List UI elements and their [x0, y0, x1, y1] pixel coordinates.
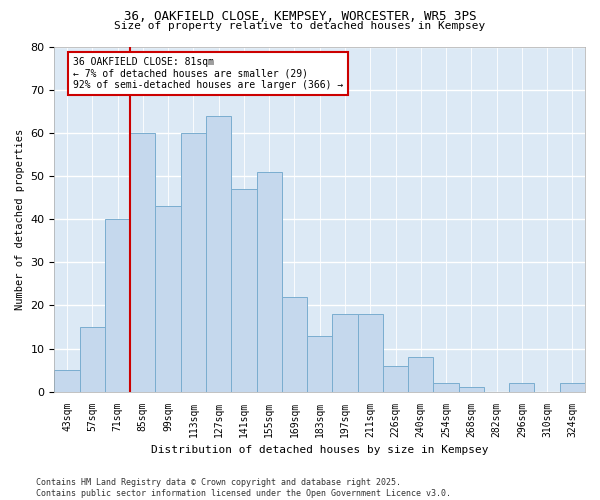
Text: 36 OAKFIELD CLOSE: 81sqm
← 7% of detached houses are smaller (29)
92% of semi-de: 36 OAKFIELD CLOSE: 81sqm ← 7% of detache…: [73, 58, 344, 90]
Bar: [408, 357, 433, 392]
Bar: [155, 206, 181, 392]
Bar: [560, 383, 585, 392]
Bar: [55, 370, 80, 392]
Bar: [332, 314, 358, 392]
Bar: [181, 133, 206, 392]
Bar: [383, 366, 408, 392]
Bar: [257, 172, 282, 392]
Bar: [458, 388, 484, 392]
Bar: [130, 133, 155, 392]
Bar: [105, 219, 130, 392]
X-axis label: Distribution of detached houses by size in Kempsey: Distribution of detached houses by size …: [151, 445, 488, 455]
Text: Contains HM Land Registry data © Crown copyright and database right 2025.
Contai: Contains HM Land Registry data © Crown c…: [36, 478, 451, 498]
Bar: [282, 297, 307, 392]
Bar: [433, 383, 458, 392]
Text: Size of property relative to detached houses in Kempsey: Size of property relative to detached ho…: [115, 21, 485, 31]
Bar: [509, 383, 535, 392]
Bar: [80, 327, 105, 392]
Y-axis label: Number of detached properties: Number of detached properties: [15, 128, 25, 310]
Bar: [231, 189, 257, 392]
Bar: [206, 116, 231, 392]
Text: 36, OAKFIELD CLOSE, KEMPSEY, WORCESTER, WR5 3PS: 36, OAKFIELD CLOSE, KEMPSEY, WORCESTER, …: [124, 10, 476, 23]
Bar: [307, 336, 332, 392]
Bar: [358, 314, 383, 392]
